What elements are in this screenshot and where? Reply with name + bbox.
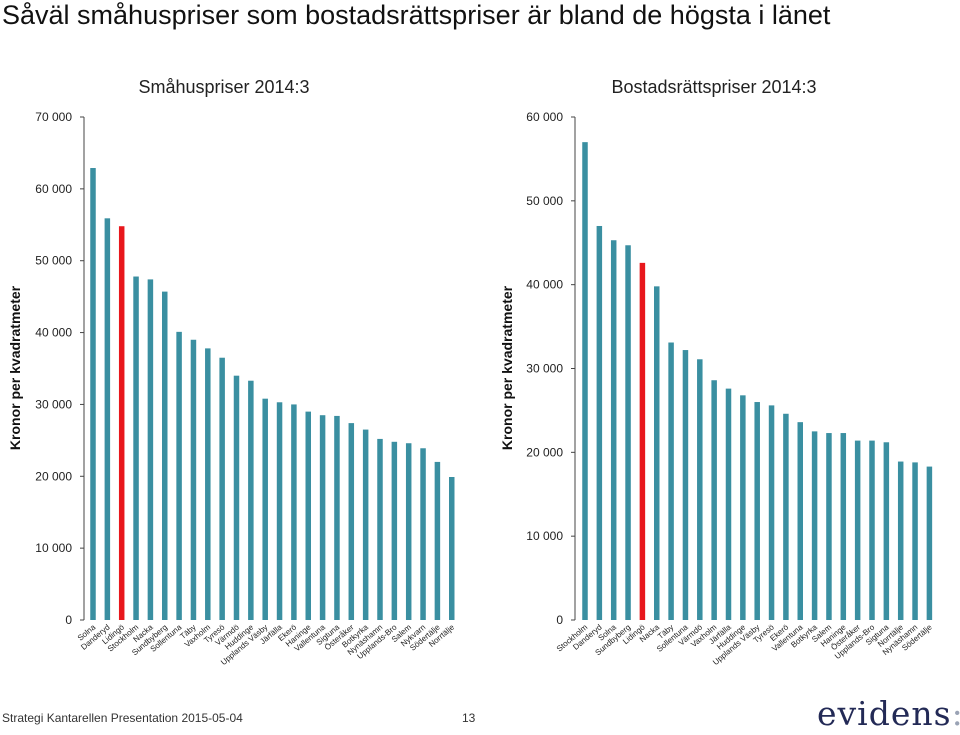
bostadsratt-y-tick-label: 10 000 [526,529,563,543]
bostadsratt-y-axis-label: Kronor per kvadratmeter [499,285,515,450]
bostadsratt-bar [768,405,775,620]
smahus-y-tick-label: 20 000 [35,469,72,483]
bostadsratt-bar [725,388,732,620]
bostadsratt-bar [639,262,646,620]
logo-text: evidens [817,694,952,733]
smahus-bar [319,415,326,620]
bostadsratt-y-tick-label: 40 000 [526,278,563,292]
smahus-y-tick-label: 60 000 [35,182,72,196]
bostadsratt-bar [783,413,789,620]
bostadsratt-bar [869,440,875,620]
smahus-bar [434,461,441,620]
smahus-bar [449,477,455,620]
smahus-bar [334,415,340,620]
bostadsratt-bar [740,395,746,620]
bostadsratt-bar [854,440,861,620]
bostadsratt-bar [682,350,689,620]
smahus-bar [90,168,96,621]
page-title: Såväl småhuspriser som bostadsrättsprise… [2,0,831,30]
footer-text: Strategi Kantarellen Presentation 2015-0… [2,711,243,725]
bostadsratt-bar [912,462,918,620]
bostadsratt-bar [596,225,603,620]
bostadsratt-y-tick-label: 20 000 [526,445,563,459]
smahus-bar [362,429,369,620]
smahus-bar [118,226,125,621]
bostadsratt-bar [883,442,890,620]
smahus-y-axis-label: Kronor per kvadratmeter [7,285,23,450]
bostadsratt-bar [797,422,803,620]
smahus-bar [176,331,182,620]
bostadsratt-bar [840,433,847,620]
smahus-subtitle: Småhuspriser 2014:3 [138,77,309,97]
bostadsratt-bar [926,466,933,620]
bostadsratt-bar [654,286,660,620]
smahus-bar [162,291,168,620]
bostadsratt-bar [668,342,674,620]
bostadsratt-bar [625,245,631,620]
smahus-bar [405,443,412,620]
bostadsratt-y-tick-label: 50 000 [526,194,563,208]
smahus-bar [205,348,211,620]
bostadsratt-bar [610,240,617,621]
smahus-y-tick-label: 40 000 [35,326,72,340]
smahus-y-tick-label: 70 000 [35,110,72,124]
bostadsratt-y-tick-label: 30 000 [526,362,563,376]
smahus-bar [291,404,297,620]
smahus-bar [219,357,225,620]
smahus-bar [262,398,268,620]
smahus-y-tick-label: 50 000 [35,254,72,268]
bostadsratt-bar [582,142,588,620]
bostadsratt-bar [697,359,703,620]
page-number: 13 [462,711,476,725]
smahus-bar [133,276,139,620]
smahus-bar [104,218,111,620]
bostadsratt-y-tick-label: 60 000 [526,110,563,124]
smahus-y-tick-label: 10 000 [35,541,72,555]
bostadsratt-bar [897,461,904,620]
smahus-bar [276,402,283,620]
evidens-logo: evidens: [817,694,960,733]
smahus-y-tick-label: 0 [65,613,72,627]
smahus-bar [391,441,398,620]
smahus-bar [147,279,154,620]
smahus-bar [190,339,197,620]
logo-suffix: : [952,694,960,733]
bostadsratt-y-tick-label: 0 [556,613,563,627]
bostadsratt-bar [811,431,818,620]
smahus-bar [348,423,355,620]
smahus-bar [248,380,254,620]
bostadsratt-bar [711,380,717,620]
smahus-bar [233,375,240,620]
smahus-bar [420,448,426,620]
bostadsratt-bar [754,402,760,620]
bostadsratt-subtitle: Bostadsrättspriser 2014:3 [611,77,816,97]
bostadsratt-bar [826,433,832,620]
smahus-y-tick-label: 30 000 [35,397,72,411]
smahus-bar [305,411,311,620]
smahus-bar [377,438,383,620]
